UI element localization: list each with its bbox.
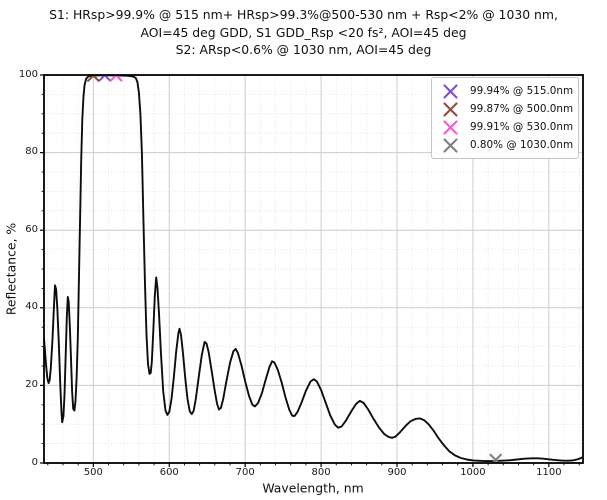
y-tick-label: 60	[25, 223, 38, 235]
x-axis-label: Wavelength, nm	[262, 480, 364, 496]
x-tick-label: 900	[387, 467, 407, 478]
chart-title: S1: HRsp>99.9% @ 515 nm+ HRsp>99.3%@500-…	[14, 6, 593, 59]
legend-item: 99.94% @ 515.0nm	[437, 82, 574, 100]
x-marker-icon	[437, 83, 463, 99]
legend-label: 99.87% @ 500.0nm	[470, 103, 574, 115]
legend-item: 99.91% @ 530.0nm	[437, 118, 574, 136]
y-tick-label: 80	[25, 146, 38, 158]
x-marker-icon	[437, 101, 463, 117]
marker-1030nm	[489, 453, 502, 463]
y-axis-label: Reflectance, %	[3, 222, 19, 316]
x-tick-label: 700	[235, 467, 255, 478]
y-tick-label: 40	[25, 301, 38, 313]
x-marker-icon	[437, 137, 463, 153]
y-tick-label: 20	[25, 378, 38, 390]
chart-title-line-1: S1: HRsp>99.9% @ 515 nm+ HRsp>99.3%@500-…	[49, 7, 558, 22]
chart-title-line-3: S2: ARsp<0.6% @ 1030 nm, AOI=45 deg	[175, 42, 432, 57]
y-tick-label: 100	[18, 68, 38, 80]
legend-item: 99.87% @ 500.0nm	[437, 100, 574, 118]
x-tick-label: 1000	[460, 467, 486, 478]
reflectance-curve	[44, 75, 583, 463]
legend: 99.94% @ 515.0nm 99.87% @ 500.0nm 99.91% @…	[431, 77, 579, 159]
x-tick-label: 600	[159, 467, 179, 478]
x-tick-label: 1100	[536, 467, 562, 478]
x-tick-label: 500	[83, 467, 103, 478]
legend-label: 0.80% @ 1030.0nm	[470, 139, 574, 151]
legend-label: 99.91% @ 530.0nm	[470, 121, 574, 133]
chart-title-line-2: AOI=45 deg GDD, S1 GDD_Rsp <20 fs², AOI=…	[140, 24, 467, 40]
legend-label: 99.94% @ 515.0nm	[470, 85, 574, 97]
x-marker-icon	[437, 119, 463, 135]
legend-item: 0.80% @ 1030.0nm	[437, 136, 574, 154]
x-tick-label: 800	[311, 467, 331, 478]
y-tick-label: 0	[31, 456, 38, 468]
